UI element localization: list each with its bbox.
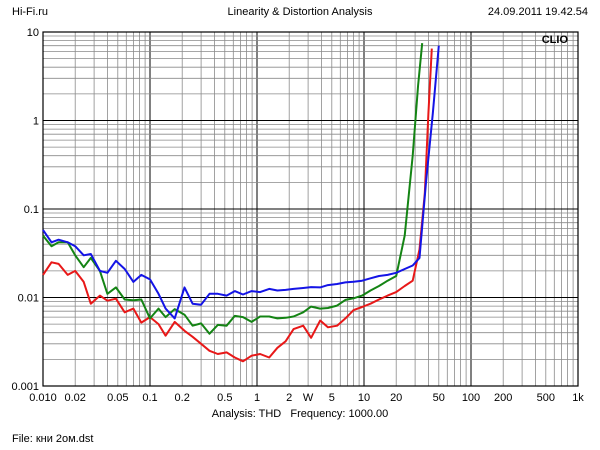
x-tick-label: 2	[286, 392, 292, 404]
x-tick-label: 5	[329, 392, 335, 404]
chart-grid	[42, 31, 579, 387]
x-tick-label: W	[303, 392, 314, 404]
analysis-type: Analysis: THD	[211, 408, 282, 420]
series-line-2	[42, 43, 424, 335]
y-tick-label: 0.1	[24, 204, 39, 216]
thd-chart: 0.010 0.02 0.05 0.1 0.2 0.5 1 2 W 5 10 20 50 100 200 50…	[11, 27, 584, 404]
clio-brand-label: CLIO	[542, 34, 569, 46]
x-tick-label: 1	[254, 392, 260, 404]
x-tick-label: 0.02	[64, 392, 85, 404]
x-tick-label: 0.2	[175, 392, 190, 404]
plot-frame	[42, 31, 579, 387]
x-tick-label: 0.1	[142, 392, 157, 404]
y-tick-label: 0.01	[18, 293, 39, 305]
x-tick-label: 1k	[572, 392, 584, 404]
y-tick-label: 10	[27, 27, 39, 39]
chart-title: Linearity & Distortion Analysis	[227, 6, 373, 18]
x-tick-label: 100	[462, 392, 480, 404]
x-tick-label: 0.5	[217, 392, 232, 404]
file-name: File: кни 2ом.dst	[12, 433, 94, 445]
chart-series	[42, 43, 440, 363]
analysis-frequency: Frequency: 1000.00	[290, 408, 389, 420]
x-tick-label: 50	[433, 392, 445, 404]
analysis-info: Analysis: THD Frequency: 1000.00	[0, 408, 600, 420]
chart-ticks: 0.010 0.02 0.05 0.1 0.2 0.5 1 2 W 5 10 20 50 100 200 50…	[11, 27, 584, 404]
y-tick-label: 0.001	[11, 381, 39, 393]
x-tick-label: 200	[494, 392, 512, 404]
x-tick-label: 500	[537, 392, 555, 404]
x-tick-label: 0.010	[29, 392, 57, 404]
y-tick-label: 1	[33, 116, 39, 128]
series-line-1	[42, 48, 433, 363]
x-tick-label: 20	[390, 392, 402, 404]
site-name: Hi-Fi.ru	[12, 6, 49, 18]
timestamp: 24.09.2011 19.42.54	[487, 6, 588, 18]
x-tick-label: 0.05	[107, 392, 128, 404]
x-tick-label: 10	[358, 392, 370, 404]
series-line-3	[42, 45, 440, 320]
